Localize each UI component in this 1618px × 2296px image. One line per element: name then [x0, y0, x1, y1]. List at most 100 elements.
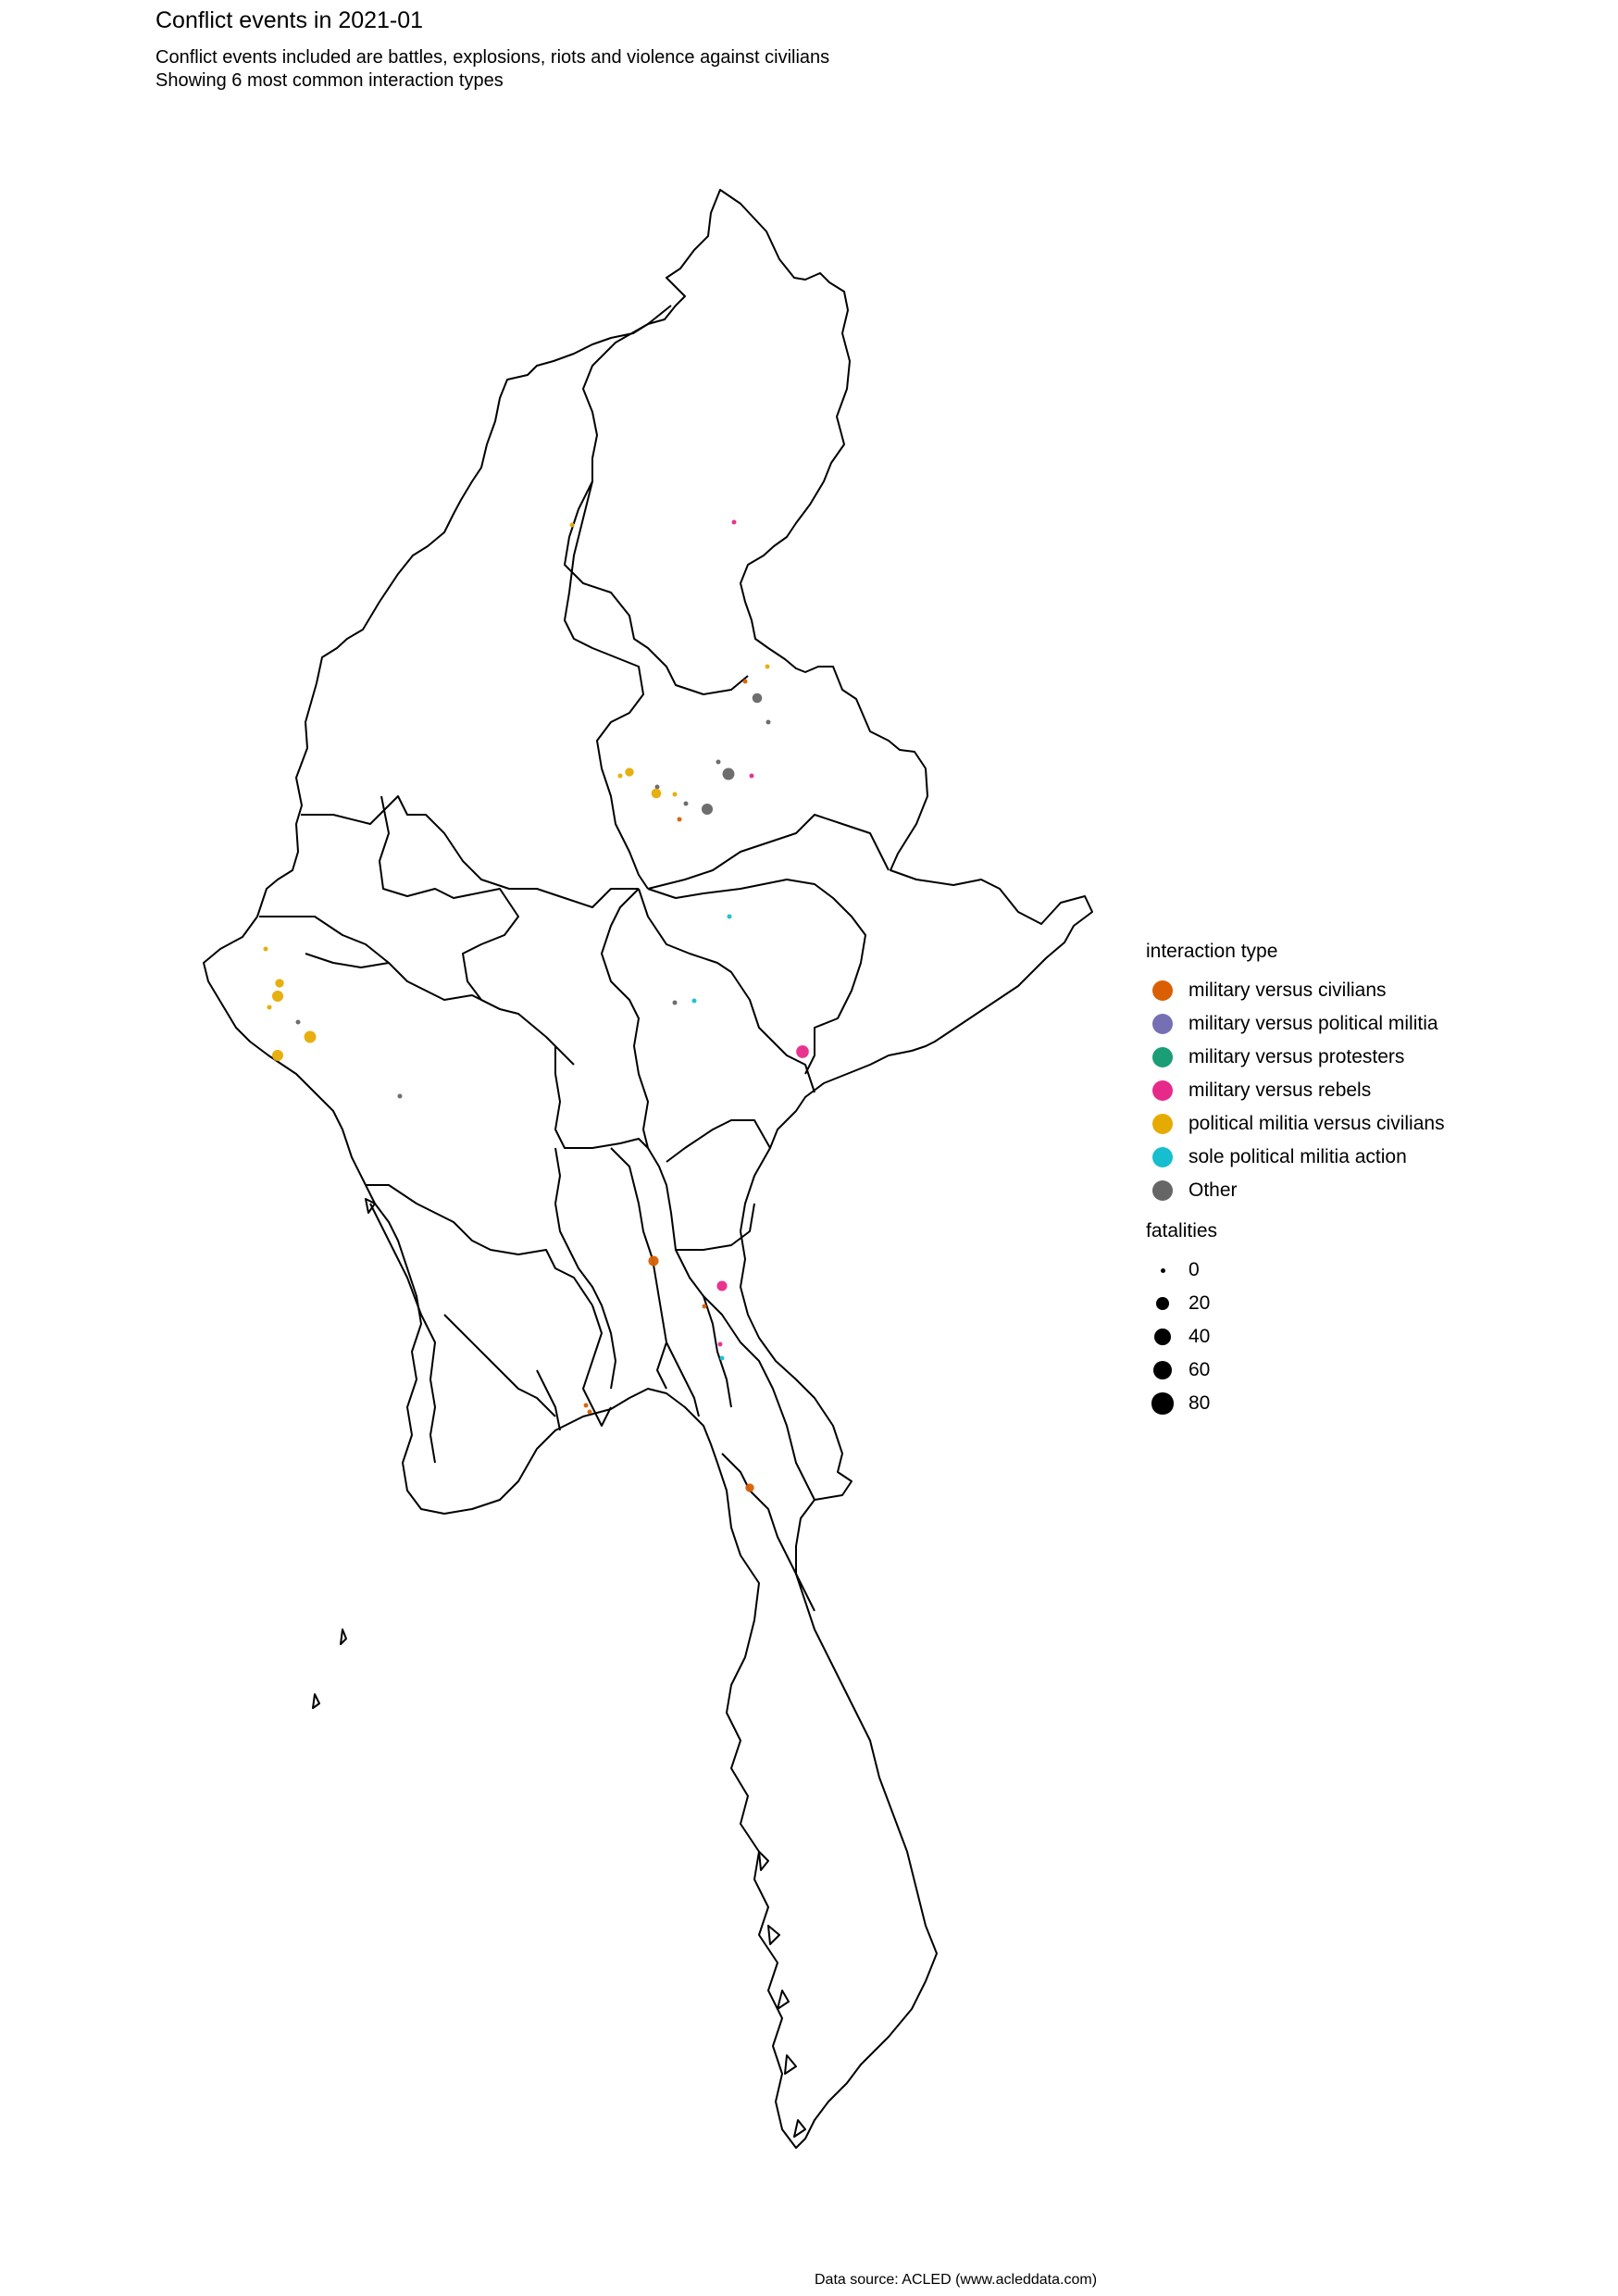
- event-marker: [648, 1255, 659, 1267]
- event-marker: [727, 914, 732, 919]
- event-marker: [742, 679, 748, 684]
- bago-east: [610, 1147, 667, 1390]
- event-marker: [672, 792, 678, 797]
- legend-color-dot: [1152, 1047, 1173, 1067]
- sagaing-west-boundary: [301, 795, 639, 908]
- sagaing-south-boundary: [379, 795, 575, 1066]
- legend-item-interaction: military versus protesters: [1146, 1041, 1590, 1074]
- legend-label: military versus civilians: [1189, 980, 1387, 1001]
- legend-key-swatch: [1146, 1107, 1179, 1141]
- map-title: Conflict events in 2021-01: [156, 7, 424, 33]
- event-marker: [651, 788, 662, 799]
- event-marker: [654, 784, 660, 790]
- legend-item-interaction: sole political militia action: [1146, 1141, 1590, 1174]
- event-marker: [587, 1409, 592, 1415]
- legend-label: 40: [1189, 1326, 1211, 1347]
- interaction-legend-title: interaction type: [1146, 941, 1278, 962]
- legend-label: 0: [1189, 1259, 1200, 1280]
- legend-size-dot: [1160, 1267, 1165, 1273]
- legend-key-swatch: [1146, 1074, 1179, 1107]
- event-marker: [765, 664, 770, 669]
- event-marker: [397, 1093, 403, 1099]
- legend-item-interaction: military versus civilians: [1146, 974, 1590, 1007]
- legend-item-fatalities: 0: [1146, 1254, 1590, 1287]
- legend-color-dot: [1152, 980, 1173, 1001]
- event-marker: [271, 990, 284, 1003]
- legend-item-interaction: Other: [1146, 1174, 1590, 1207]
- legend-key-size: [1146, 1254, 1179, 1287]
- shan-west-boundary: [601, 888, 732, 1408]
- legend-item-interaction: military versus rebels: [1146, 1074, 1590, 1107]
- legend-label: 60: [1189, 1359, 1211, 1380]
- mandalay-south: [554, 1147, 616, 1390]
- event-marker: [683, 801, 689, 806]
- country-outline: [203, 189, 1093, 2149]
- ayeyarwady-boundary: [443, 1314, 556, 1417]
- legend-key-size: [1146, 1287, 1179, 1320]
- tanintharyi-boundary: [795, 1573, 815, 1612]
- event-marker: [672, 1000, 678, 1005]
- event-marker: [752, 693, 763, 704]
- event-marker: [716, 759, 721, 765]
- shan-east-inner: [647, 814, 890, 890]
- interaction-legend: military versus civilians military versus…: [1146, 974, 1590, 1207]
- legend-color-dot: [1152, 1147, 1173, 1167]
- legend-key-swatch: [1146, 1141, 1179, 1174]
- event-marker: [267, 1004, 272, 1010]
- legend-label: political militia versus civilians: [1189, 1113, 1445, 1134]
- event-marker: [745, 1483, 754, 1492]
- mandalay-boundary: [554, 1046, 649, 1149]
- legend-label: Other: [1189, 1179, 1238, 1201]
- legend-label: military versus protesters: [1189, 1046, 1405, 1067]
- ayeyarwady-east: [536, 1369, 561, 1431]
- shan-north-boundary: [638, 888, 815, 1093]
- legend-key-swatch: [1146, 974, 1179, 1007]
- legend-label: military versus political militia: [1189, 1013, 1438, 1034]
- islands-south: [312, 1198, 806, 2138]
- event-marker: [749, 773, 754, 779]
- sagaing-north-boundary: [564, 480, 649, 890]
- event-marker: [717, 1341, 723, 1347]
- event-marker: [275, 979, 284, 988]
- legend-size-dot: [1151, 1392, 1174, 1415]
- subtitle-line-1: Conflict events included are battles, ex…: [156, 47, 830, 68]
- subtitle-line-2: Showing 6 most common interaction types: [156, 70, 504, 91]
- event-marker: [569, 522, 575, 528]
- event-marker: [617, 773, 623, 779]
- event-marker: [701, 803, 714, 816]
- legend-color-dot: [1152, 1080, 1173, 1101]
- event-marker: [719, 1355, 725, 1361]
- mon-boundary: [721, 1453, 797, 1575]
- legend-label: 20: [1189, 1292, 1211, 1314]
- map-subtitle: Conflict events included are battles, ex…: [156, 46, 829, 93]
- legend-item-fatalities: 20: [1146, 1287, 1590, 1320]
- legend-label: military versus rebels: [1189, 1079, 1372, 1101]
- event-marker: [677, 817, 682, 822]
- legend-key-swatch: [1146, 1041, 1179, 1074]
- event-marker: [583, 1403, 589, 1408]
- event-marker: [796, 1045, 809, 1058]
- kayah-boundary: [676, 1203, 755, 1251]
- legend-color-dot: [1152, 1180, 1173, 1201]
- legend-size-dot: [1152, 1360, 1173, 1380]
- legend-size-dot: [1156, 1297, 1169, 1310]
- event-marker: [765, 719, 771, 725]
- event-marker: [625, 767, 634, 777]
- event-marker: [731, 519, 737, 525]
- kachin-boundary: [564, 305, 749, 695]
- data-source-caption: Data source: ACLED (www.acleddata.com): [815, 2272, 1098, 2288]
- conflict-event-markers: [263, 519, 809, 1492]
- shan-mid: [647, 879, 866, 1075]
- event-marker: [295, 1019, 301, 1025]
- legend-key-size: [1146, 1320, 1179, 1354]
- event-marker: [702, 1304, 707, 1309]
- legend-key-size: [1146, 1354, 1179, 1387]
- legend-color-dot: [1152, 1014, 1173, 1034]
- magway-south: [366, 1184, 593, 1306]
- bago-boundary: [582, 1304, 612, 1427]
- rakhine-east: [369, 1203, 436, 1464]
- fatalities-legend: 0 20 40 60 80: [1146, 1254, 1590, 1420]
- fatalities-legend-title: fatalities: [1146, 1220, 1218, 1242]
- legend: interaction type military versus civilia…: [1146, 941, 1590, 1420]
